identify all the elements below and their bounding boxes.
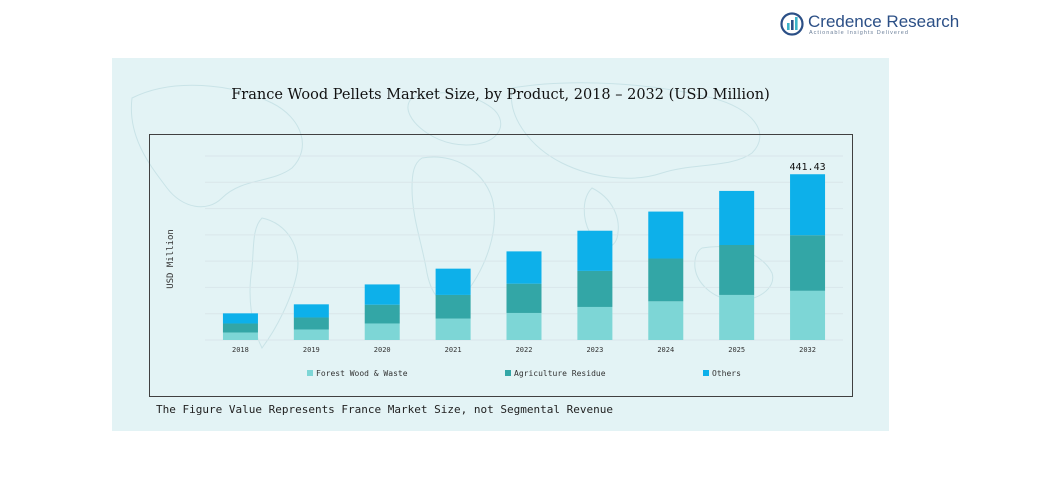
- legend-swatch-agriculture-residue: [505, 370, 511, 376]
- bar-others-2032: [790, 174, 826, 236]
- bar-forest-wood-waste-2032: [790, 290, 826, 340]
- bar-forest-wood-waste-2021: [435, 318, 471, 340]
- brand-header: Credence Research Actionable Insights De…: [780, 12, 959, 38]
- legend-label-forest-wood-waste: Forest Wood & Waste: [316, 369, 408, 378]
- bar-others-2025: [719, 190, 755, 245]
- chart-panel: France Wood Pellets Market Size, by Prod…: [112, 58, 889, 431]
- bars: 441.43: [222, 162, 826, 340]
- bar-others-2020: [364, 284, 400, 305]
- x-tick-2018: 2018: [232, 346, 249, 354]
- legend-label-agriculture-residue: Agriculture Residue: [514, 369, 606, 378]
- world-map-background: [130, 82, 774, 349]
- bar-forest-wood-waste-2019: [293, 329, 329, 340]
- bar-forest-wood-waste-2022: [506, 312, 542, 340]
- brand-name: Credence Research: [808, 12, 960, 31]
- legend-swatch-others: [703, 370, 709, 376]
- legend-label-others: Others: [712, 369, 741, 378]
- bar-agriculture-residue-2021: [435, 294, 471, 319]
- bar-forest-wood-waste-2020: [364, 323, 400, 340]
- brand-logo-icon: [780, 12, 804, 36]
- bar-agriculture-residue-2018: [222, 323, 258, 333]
- bar-agriculture-residue-2020: [364, 304, 400, 324]
- x-tick-2019: 2019: [303, 346, 320, 354]
- bar-agriculture-residue-2032: [790, 235, 826, 291]
- y-axis-label: USD Million: [166, 229, 176, 289]
- x-tick-2025: 2025: [728, 346, 745, 354]
- data-label-total-2032: 441.43: [789, 162, 825, 173]
- bar-others-2024: [648, 211, 684, 259]
- bar-agriculture-residue-2025: [719, 244, 755, 295]
- x-tick-2024: 2024: [657, 346, 674, 354]
- bar-agriculture-residue-2022: [506, 283, 542, 313]
- plot-frame: [149, 134, 853, 397]
- bar-others-2022: [506, 251, 542, 284]
- bar-others-2018: [222, 313, 258, 324]
- brand-tagline: Actionable Insights Delivered: [809, 30, 909, 36]
- bar-agriculture-residue-2024: [648, 258, 684, 302]
- bar-forest-wood-waste-2024: [648, 301, 684, 340]
- bar-others-2019: [293, 304, 329, 318]
- x-tick-2022: 2022: [516, 346, 533, 354]
- bar-agriculture-residue-2023: [577, 270, 613, 307]
- x-tick-2032: 2032: [799, 346, 816, 354]
- bar-forest-wood-waste-2018: [222, 332, 258, 340]
- footnote: The Figure Value Represents France Marke…: [156, 403, 613, 416]
- x-tick-2023: 2023: [586, 346, 603, 354]
- bar-agriculture-residue-2019: [293, 317, 329, 330]
- bar-others-2021: [435, 268, 471, 295]
- x-tick-labels: 2018 2019 2020 2021 2022 2023 2024 2025 2032: [232, 346, 816, 354]
- bar-forest-wood-waste-2025: [719, 294, 755, 340]
- x-tick-2020: 2020: [374, 346, 391, 354]
- chart-title: France Wood Pellets Market Size, by Prod…: [231, 87, 770, 103]
- legend-swatch-forest-wood-waste: [307, 370, 313, 376]
- stacked-bar-chart: 441.43 2018 2019 2020 2021 2022 2023 2024 2025 2…: [166, 155, 843, 378]
- legend: Forest Wood & Waste Agriculture Residue Ot…: [307, 369, 741, 378]
- bar-forest-wood-waste-2023: [577, 306, 613, 340]
- x-tick-2021: 2021: [445, 346, 462, 354]
- bar-others-2023: [577, 230, 613, 271]
